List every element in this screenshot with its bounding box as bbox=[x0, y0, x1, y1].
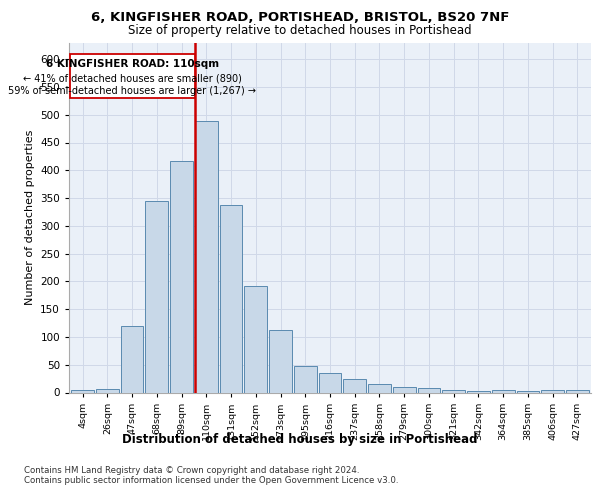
Bar bbox=[96, 388, 119, 392]
Bar bbox=[294, 366, 317, 392]
Bar bbox=[319, 373, 341, 392]
Text: 6, KINGFISHER ROAD, PORTISHEAD, BRISTOL, BS20 7NF: 6, KINGFISHER ROAD, PORTISHEAD, BRISTOL,… bbox=[91, 11, 509, 24]
Bar bbox=[368, 384, 391, 392]
Bar bbox=[566, 390, 589, 392]
Text: Distribution of detached houses by size in Portishead: Distribution of detached houses by size … bbox=[122, 432, 478, 446]
FancyBboxPatch shape bbox=[70, 54, 195, 98]
Bar bbox=[541, 390, 564, 392]
Text: Contains HM Land Registry data © Crown copyright and database right 2024.: Contains HM Land Registry data © Crown c… bbox=[24, 466, 359, 475]
Bar bbox=[343, 378, 366, 392]
Text: Contains public sector information licensed under the Open Government Licence v3: Contains public sector information licen… bbox=[24, 476, 398, 485]
Bar bbox=[269, 330, 292, 392]
Bar bbox=[418, 388, 440, 392]
Bar bbox=[220, 206, 242, 392]
Text: 6 KINGFISHER ROAD: 110sqm: 6 KINGFISHER ROAD: 110sqm bbox=[46, 59, 219, 69]
Bar bbox=[244, 286, 267, 393]
Text: Size of property relative to detached houses in Portishead: Size of property relative to detached ho… bbox=[128, 24, 472, 37]
Bar bbox=[492, 390, 515, 392]
Bar bbox=[393, 387, 416, 392]
Text: ← 41% of detached houses are smaller (890): ← 41% of detached houses are smaller (89… bbox=[23, 74, 242, 84]
Bar bbox=[170, 161, 193, 392]
Bar bbox=[442, 390, 465, 392]
Bar bbox=[121, 326, 143, 392]
Bar bbox=[145, 201, 168, 392]
Y-axis label: Number of detached properties: Number of detached properties bbox=[25, 130, 35, 305]
Text: 59% of semi-detached houses are larger (1,267) →: 59% of semi-detached houses are larger (… bbox=[8, 86, 256, 96]
Bar bbox=[71, 390, 94, 392]
Bar bbox=[195, 122, 218, 392]
